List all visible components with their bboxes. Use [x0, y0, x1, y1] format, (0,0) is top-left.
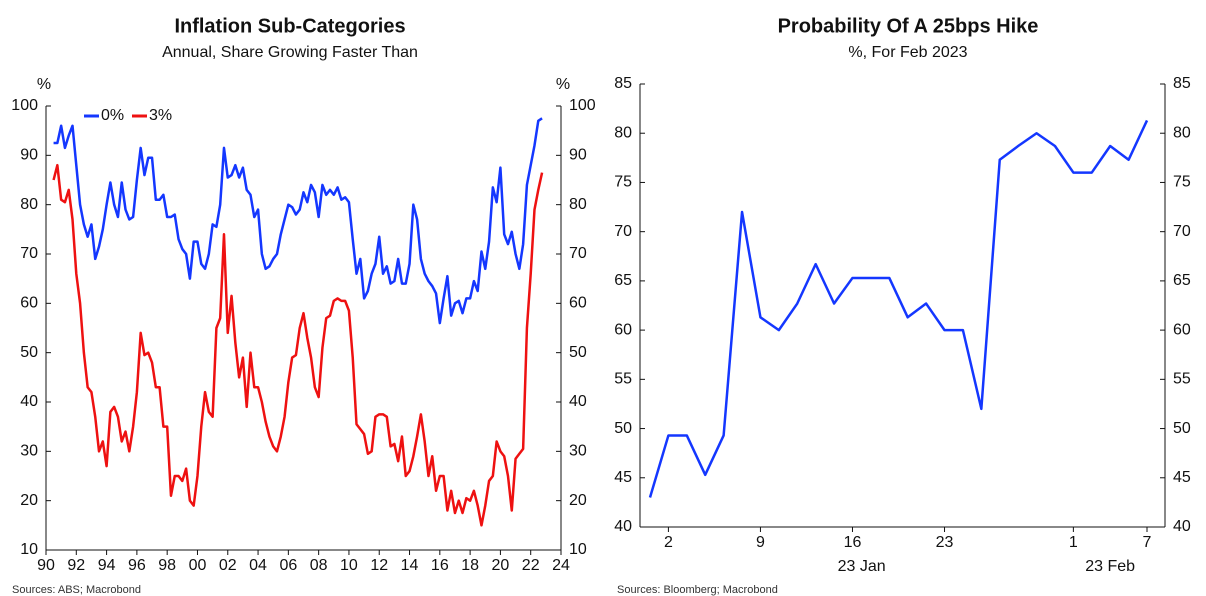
x-group-label: 23 Jan	[838, 558, 886, 575]
x-tick-label: 96	[128, 557, 146, 574]
y2-tick-label: 80	[1173, 124, 1191, 141]
y-tick-label: 20	[20, 492, 38, 509]
y2-tick-label: 40	[1173, 518, 1191, 535]
x-tick-label: 04	[249, 557, 267, 574]
x-tick-label: 94	[98, 557, 116, 574]
x-tick-label: 23	[936, 534, 954, 551]
x-tick-label: 02	[219, 557, 237, 574]
x-tick-label: 92	[67, 557, 85, 574]
x-tick-label: 12	[370, 557, 388, 574]
y-tick-label: 70	[20, 245, 38, 262]
y-tick-label: 70	[614, 223, 632, 240]
chart-subtitle: Annual, Share Growing Faster Than	[162, 44, 418, 61]
y2-tick-label: 55	[1173, 371, 1191, 388]
y2-tick-label: 10	[569, 541, 587, 558]
y2-tick-label: 60	[1173, 321, 1191, 338]
chart-title: Probability Of A 25bps Hike	[778, 15, 1039, 37]
legend-label: 3%	[149, 107, 172, 124]
y2-tick-label: 60	[569, 295, 587, 312]
x-tick-label: 06	[279, 557, 297, 574]
x-tick-label: 00	[189, 557, 207, 574]
y2-tick-label: 20	[569, 492, 587, 509]
x-tick-label: 1	[1069, 534, 1078, 551]
legend-label: 0%	[101, 107, 124, 124]
x-tick-label: 18	[461, 557, 479, 574]
y-tick-label: 50	[20, 344, 38, 361]
y-tick-label: 40	[20, 393, 38, 410]
y-tick-label: 30	[20, 443, 38, 460]
x-tick-label: 24	[552, 557, 570, 574]
y2-tick-label: 30	[569, 443, 587, 460]
y2-tick-label: 75	[1173, 174, 1191, 191]
y2-tick-label: 45	[1173, 469, 1191, 486]
x-tick-label: 14	[401, 557, 419, 574]
x-tick-label: 98	[158, 557, 176, 574]
y-tick-label: 60	[20, 295, 38, 312]
source-note: Sources: Bloomberg; Macrobond	[617, 584, 778, 596]
y-tick-label: 75	[614, 174, 632, 191]
y2-tick-label: 100	[569, 97, 596, 114]
chart-subtitle: %, For Feb 2023	[848, 44, 967, 61]
x-tick-label: 9	[756, 534, 765, 551]
y2-tick-label: 40	[569, 393, 587, 410]
x-tick-label: 08	[310, 557, 328, 574]
y-tick-label: 80	[614, 124, 632, 141]
y-tick-label: 50	[614, 420, 632, 437]
data-line	[52, 163, 544, 527]
y2-tick-label: 70	[1173, 223, 1191, 240]
source-note: Sources: ABS; Macrobond	[12, 584, 141, 596]
y2-tick-label: 85	[1173, 75, 1191, 92]
y-tick-label: 55	[614, 371, 632, 388]
y-tick-label: 40	[614, 518, 632, 535]
y2-unit-label: %	[556, 76, 570, 93]
x-tick-label: 10	[340, 557, 358, 574]
y-tick-label: 80	[20, 196, 38, 213]
y2-tick-label: 65	[1173, 272, 1191, 289]
data-line	[53, 117, 543, 325]
x-tick-label: 16	[431, 557, 449, 574]
y-tick-label: 100	[11, 97, 38, 114]
y-tick-label: 60	[614, 321, 632, 338]
x-tick-label: 20	[492, 557, 510, 574]
y2-tick-label: 80	[569, 196, 587, 213]
y2-tick-label: 90	[569, 147, 587, 164]
y-tick-label: 10	[20, 541, 38, 558]
chart-title: Inflation Sub-Categories	[174, 15, 405, 37]
x-tick-label: 90	[37, 557, 55, 574]
y-unit-label: %	[37, 76, 51, 93]
y2-tick-label: 50	[1173, 420, 1191, 437]
x-tick-label: 16	[844, 534, 862, 551]
y-tick-label: 45	[614, 469, 632, 486]
x-group-label: 23 Feb	[1085, 558, 1135, 575]
y2-tick-label: 70	[569, 245, 587, 262]
data-line	[648, 119, 1149, 498]
x-tick-label: 7	[1143, 534, 1152, 551]
y-tick-label: 85	[614, 75, 632, 92]
y-tick-label: 90	[20, 147, 38, 164]
x-tick-label: 2	[664, 534, 673, 551]
y-tick-label: 65	[614, 272, 632, 289]
x-tick-label: 22	[522, 557, 540, 574]
y2-tick-label: 50	[569, 344, 587, 361]
